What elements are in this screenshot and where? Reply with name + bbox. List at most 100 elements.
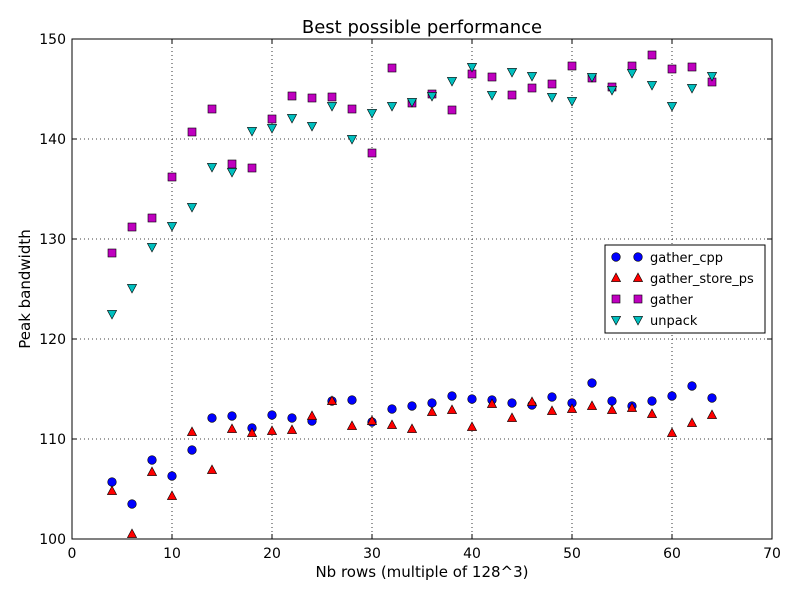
gather-point bbox=[207, 104, 217, 114]
unpack-point bbox=[546, 93, 558, 103]
series-gather_store_ps bbox=[106, 395, 718, 538]
gather-point bbox=[187, 127, 197, 137]
x-tick-label: 10 bbox=[163, 546, 181, 562]
legend-marker-gather_store_ps bbox=[610, 272, 622, 282]
gather_store_ps-point bbox=[646, 408, 658, 418]
gather-point bbox=[227, 159, 237, 169]
legend-marker-gather bbox=[633, 294, 643, 304]
unpack-point bbox=[526, 72, 538, 82]
gather_store_ps-point bbox=[306, 410, 318, 420]
legend-marker-gather_cpp bbox=[611, 252, 621, 262]
x-tick-label: 30 bbox=[363, 546, 381, 562]
gather_store_ps-point bbox=[126, 528, 138, 538]
gather_store_ps-point bbox=[366, 415, 378, 425]
unpack-point bbox=[646, 81, 658, 91]
gather-point bbox=[507, 90, 517, 100]
gather_store_ps-point bbox=[346, 420, 358, 430]
gather_cpp-point bbox=[427, 398, 437, 408]
tick-layer: 0 10 20 30 40 50 60 70 100 110 120 130 140 150 bbox=[39, 32, 781, 562]
x-axis-label: Nb rows (multiple of 128^3) bbox=[315, 563, 528, 581]
legend-marker-gather bbox=[611, 294, 621, 304]
gather_store_ps-point bbox=[166, 490, 178, 500]
gather-point bbox=[527, 83, 537, 93]
legend-marker-unpack bbox=[610, 316, 622, 326]
unpack-point bbox=[446, 77, 458, 87]
gather_store_ps-point bbox=[666, 427, 678, 437]
y-tick-label: 110 bbox=[39, 432, 66, 448]
unpack-point bbox=[106, 310, 118, 320]
gather_store_ps-point bbox=[626, 402, 638, 412]
gather_store_ps-point bbox=[266, 425, 278, 435]
gather_store_ps-point bbox=[326, 395, 338, 405]
unpack-point bbox=[146, 243, 158, 253]
gather_cpp-point bbox=[147, 455, 157, 465]
unpack-point bbox=[126, 284, 138, 294]
gather_store_ps-point bbox=[286, 424, 298, 434]
legend-label-gather_cpp: gather_cpp bbox=[650, 251, 723, 266]
gather-point bbox=[627, 61, 637, 71]
gather_store_ps-point bbox=[686, 417, 698, 427]
gather_store_ps-point bbox=[566, 403, 578, 413]
unpack-point bbox=[686, 84, 698, 94]
x-tick-label: 0 bbox=[68, 546, 77, 562]
legend-label-gather_store_ps: gather_store_ps bbox=[650, 272, 754, 287]
gather_cpp-point bbox=[607, 396, 617, 406]
gather_store_ps-point bbox=[506, 412, 518, 422]
unpack-point bbox=[406, 98, 418, 108]
unpack-point bbox=[586, 73, 598, 83]
gather_store_ps-point bbox=[386, 419, 398, 429]
gather_cpp-point bbox=[107, 477, 117, 487]
gather_cpp-point bbox=[407, 401, 417, 411]
legend-label-unpack: unpack bbox=[650, 314, 698, 329]
gather-point bbox=[267, 114, 277, 124]
unpack-point bbox=[626, 69, 638, 79]
unpack-point bbox=[566, 97, 578, 107]
unpack-point bbox=[226, 168, 238, 178]
unpack-point bbox=[466, 63, 478, 73]
gather_cpp-point bbox=[547, 392, 557, 402]
gather_store_ps-point bbox=[546, 405, 558, 415]
y-tick-label: 100 bbox=[39, 532, 66, 548]
gather_cpp-point bbox=[207, 413, 217, 423]
unpack-point bbox=[426, 92, 438, 102]
gather-point bbox=[447, 105, 457, 115]
gather-point bbox=[247, 163, 257, 173]
gather_cpp-point bbox=[467, 394, 477, 404]
unpack-point bbox=[306, 122, 318, 132]
unpack-point bbox=[346, 135, 358, 145]
x-tick-label: 70 bbox=[763, 546, 781, 562]
legend-marker-gather_cpp bbox=[633, 252, 643, 262]
series-unpack bbox=[106, 63, 718, 320]
gather-point bbox=[367, 148, 377, 158]
gather_cpp-point bbox=[447, 391, 457, 401]
gather_store_ps-point bbox=[446, 404, 458, 414]
unpack-point bbox=[506, 68, 518, 78]
gather-point bbox=[147, 213, 157, 223]
gather-point bbox=[487, 72, 497, 82]
gather-point bbox=[647, 50, 657, 60]
legend-label-gather: gather bbox=[650, 293, 694, 308]
gather_cpp-point bbox=[187, 445, 197, 455]
gather_store_ps-point bbox=[246, 427, 258, 437]
gather_store_ps-point bbox=[486, 398, 498, 408]
gather_cpp-point bbox=[667, 391, 677, 401]
unpack-point bbox=[166, 222, 178, 232]
x-tick-label: 20 bbox=[263, 546, 281, 562]
unpack-point bbox=[266, 124, 278, 134]
gather_store_ps-point bbox=[426, 406, 438, 416]
gather_cpp-point bbox=[347, 395, 357, 405]
legend-box bbox=[604, 244, 766, 334]
gather-point bbox=[347, 104, 357, 114]
unpack-point bbox=[706, 72, 718, 82]
x-tick-label: 60 bbox=[663, 546, 681, 562]
y-tick-label: 140 bbox=[39, 132, 66, 148]
gather_store_ps-point bbox=[106, 485, 118, 495]
x-tick-label: 50 bbox=[563, 546, 581, 562]
legend-marker-unpack bbox=[632, 316, 644, 326]
y-tick-label: 130 bbox=[39, 232, 66, 248]
gather-point bbox=[687, 62, 697, 72]
gather-point bbox=[567, 61, 577, 71]
gather_cpp-point bbox=[387, 404, 397, 414]
gather-point bbox=[387, 63, 397, 73]
gather_cpp-point bbox=[647, 396, 657, 406]
